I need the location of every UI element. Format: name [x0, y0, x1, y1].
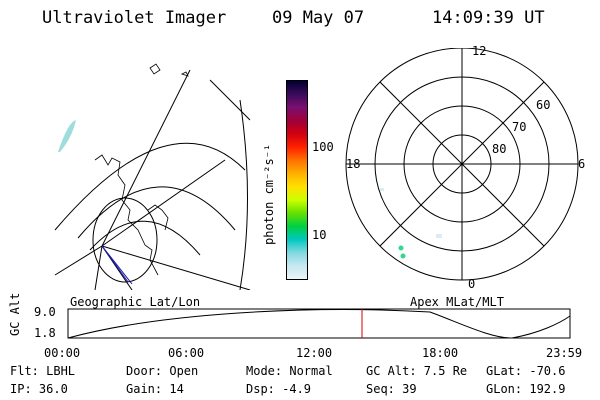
altitude-ylabel: GC Alt	[8, 292, 22, 336]
gc-alt-status: GC Alt: 7.5 Re	[366, 364, 468, 378]
colorbar-tick-100: 100	[312, 140, 334, 154]
lat-label-70: 70	[512, 120, 527, 134]
time-label: 14:09:39 UT	[432, 8, 545, 28]
coastline-outline	[94, 63, 189, 276]
mlt-label-18: 18	[346, 157, 361, 171]
polar-plot	[345, 48, 579, 281]
aurora-point	[436, 234, 442, 238]
time-tick-1800: 18:00	[422, 346, 459, 360]
time-tick-2359: 23:59	[546, 346, 583, 360]
lat-label-60: 60	[536, 98, 551, 112]
ip-status: IP: 36.0	[10, 382, 68, 396]
geographic-label: Geographic Lat/Lon	[70, 295, 201, 309]
apex-label: Apex MLat/MLT	[410, 295, 504, 309]
colorbar	[286, 80, 308, 280]
geographic-map	[54, 63, 251, 290]
time-tick-0000: 00:00	[44, 346, 81, 360]
aurora-point	[398, 245, 404, 251]
glat-status: GLat: -70.6	[486, 364, 566, 378]
altitude-ytick-low: 1.8	[34, 326, 56, 340]
glon-status: GLon: 192.9	[486, 382, 566, 396]
aurora-emission	[58, 120, 76, 152]
mlt-label-0: 0	[468, 277, 476, 291]
time-tick-0600: 06:00	[168, 346, 205, 360]
door-status: Door: Open	[126, 364, 199, 378]
filter-status: Flt: LBHL	[10, 364, 76, 378]
altitude-plot	[67, 308, 571, 339]
colorbar-tick-10: 10	[312, 228, 327, 242]
date-label: 09 May 07	[272, 8, 365, 28]
lat-label-80: 80	[492, 142, 507, 156]
altitude-ytick-high: 9.0	[34, 305, 56, 319]
dsp-status: Dsp: -4.9	[246, 382, 312, 396]
altitude-curve	[67, 309, 571, 339]
aurora-point	[380, 188, 384, 191]
seq-status: Seq: 39	[366, 382, 417, 396]
gain-status: Gain: 14	[126, 382, 184, 396]
time-tick-1200: 12:00	[296, 346, 333, 360]
mlt-label-6: 6	[578, 157, 586, 171]
mlt-label-12: 12	[472, 44, 487, 58]
colorbar-unit-label: photon cm⁻²s⁻¹	[262, 143, 276, 245]
instrument-title: Ultraviolet Imager	[42, 8, 227, 28]
mode-status: Mode: Normal	[246, 364, 333, 378]
aurora-point	[400, 253, 406, 259]
